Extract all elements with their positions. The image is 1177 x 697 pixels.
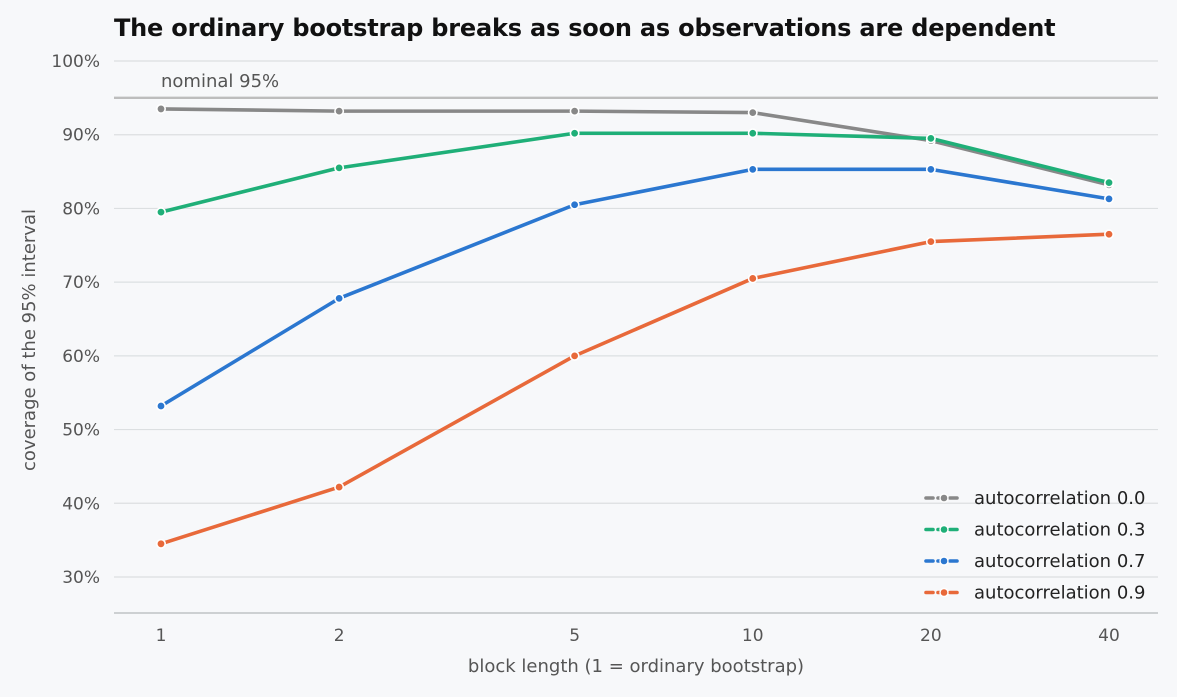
x-tick-label: 40 [1098,626,1120,646]
data-point [569,350,580,361]
data-point [1104,177,1115,188]
legend-marker [939,493,949,503]
legend: autocorrelation 0.0 autocorrelation 0.3 au… [924,488,1145,604]
series-4 [156,229,1115,549]
legend-marker [939,556,949,566]
x-tick-label: 1 [156,626,167,646]
y-tick-label: 40% [62,494,100,514]
data-point [1104,193,1115,204]
x-tick-label: 10 [742,626,764,646]
y-tick-label: 30% [62,568,100,588]
series-line [159,167,1111,408]
x-tick-label: 2 [334,626,345,646]
series-group [156,103,1115,549]
axes: 30% 40% 50% 60% 70% 80% 90% 100% 1 2 5 10 20 40 block … [19,52,1158,677]
data-point [747,128,758,139]
legend-label: autocorrelation 0.7 [974,551,1145,572]
data-point [334,106,345,117]
chart-title: The ordinary bootstrap breaks as soon as… [114,14,1056,42]
legend-item: autocorrelation 0.9 [924,583,1145,604]
legend-label: autocorrelation 0.9 [974,583,1145,604]
reference-line-label: nominal 95% [161,71,279,92]
legend-marker [939,587,949,598]
data-point [156,538,167,549]
y-tick-label: 100% [51,52,100,72]
y-axis-label: coverage of the 95% interval [19,209,40,471]
data-point [569,199,580,210]
y-tick-label: 60% [62,347,100,367]
y-tick-label: 80% [62,199,100,219]
x-tick-label: 20 [920,626,942,646]
legend-item: autocorrelation 0.3 [924,520,1145,541]
data-point [334,293,345,304]
data-point [156,207,167,218]
data-point [747,164,758,175]
series-3 [156,164,1115,411]
series-line [159,232,1111,546]
data-point [747,107,758,118]
series-line [159,107,1111,187]
series-2 [156,128,1115,218]
data-point [156,103,167,114]
y-tick-label: 90% [62,126,100,146]
data-point [569,128,580,139]
y-tick-label: 50% [62,421,100,441]
data-point [925,236,936,247]
data-point [334,482,345,493]
data-point [1104,229,1115,240]
legend-label: autocorrelation 0.0 [974,488,1145,509]
legend-label: autocorrelation 0.3 [974,520,1145,541]
x-tick-label: 5 [569,626,580,646]
data-point [569,106,580,117]
legend-item: autocorrelation 0.7 [924,551,1145,572]
series-line [159,131,1111,214]
legend-item: autocorrelation 0.0 [924,488,1145,509]
y-tick-label: 70% [62,273,100,293]
data-point [925,164,936,175]
data-point [334,162,345,173]
data-point [747,273,758,284]
x-axis-label: block length (1 = ordinary bootstrap) [468,656,804,677]
data-point [156,400,167,411]
data-point [925,133,936,144]
legend-marker [939,524,949,535]
reference-line-group: nominal 95% [114,71,1158,100]
